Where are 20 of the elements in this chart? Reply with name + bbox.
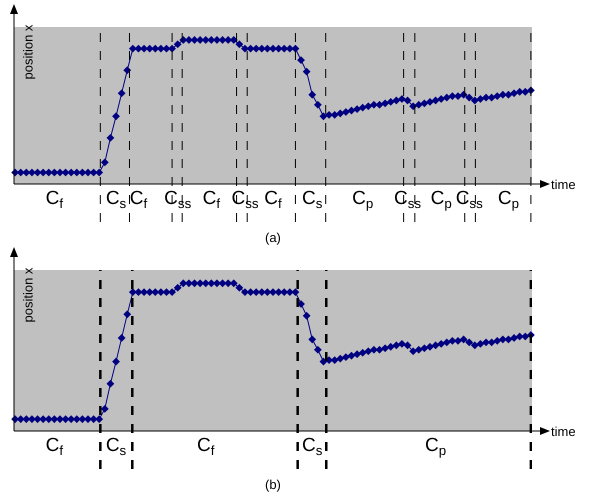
- x-axis-title: time: [551, 424, 576, 439]
- x-tick-label: C$_{s}$: [106, 188, 127, 211]
- x-axis-title: time: [551, 177, 576, 192]
- x-tick-label: C$_{f}$: [197, 435, 215, 458]
- x-tick-label: C$_{f}$: [130, 188, 148, 211]
- text: (b): [265, 477, 281, 492]
- x-tick-label: C$_{f}$: [202, 188, 220, 211]
- x-tick-label: C$_{p}$: [425, 435, 446, 458]
- x-tick-label: C$_{s}$: [302, 188, 323, 211]
- text: (a): [265, 230, 281, 245]
- y-axis-title: position x: [20, 24, 36, 80]
- x-tick-label: C$_{f}$: [46, 188, 64, 211]
- y-axis-title: position x: [20, 267, 36, 322]
- x-tick-label: C$_{f}$: [46, 435, 64, 458]
- x-tick-label: C$_{p}$: [430, 188, 452, 211]
- x-tick-label: C$_{f}$: [264, 188, 282, 211]
- x-tick-label: C$_{p}$: [352, 188, 374, 211]
- x-tick-label: C$_{s}$: [302, 435, 323, 458]
- x-tick-label: C$_{p}$: [498, 188, 520, 211]
- x-tick-label: C$_{s}$: [106, 435, 127, 458]
